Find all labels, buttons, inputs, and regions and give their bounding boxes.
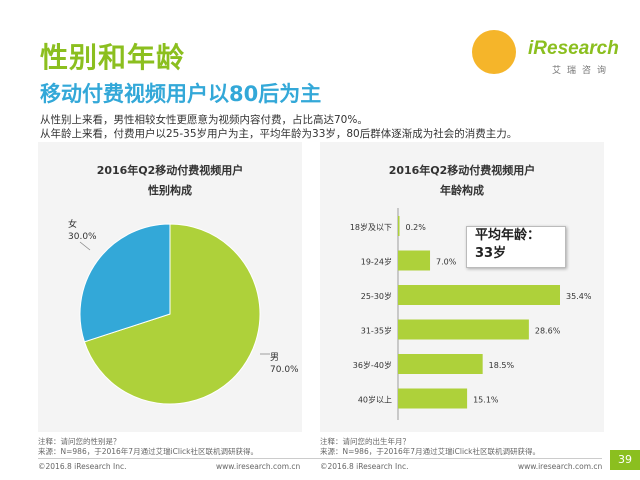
left-footnote-question: 注释：请问您的性别是？ bbox=[38, 437, 121, 446]
footer-copyright-left: ©2016.8 iResearch Inc. bbox=[38, 462, 127, 471]
age-chart-panel: 2016年Q2移动付费视频用户 年龄构成 18岁及以下 0.2% 19-24岁 7.0… bbox=[320, 142, 604, 432]
description-line-1: 从性别上来看，男性相较女性更愿意为视频内容付费，占比高达70%。 bbox=[40, 114, 368, 126]
logo-subtext: 艾瑞咨询 bbox=[552, 66, 613, 76]
pie-title-line-1: 2016年Q2移动付费视频用户 bbox=[96, 164, 244, 177]
bar-value-label: 28.6% bbox=[535, 327, 561, 336]
bar bbox=[398, 319, 529, 340]
right-footnote-source: 来源：N=986，于2016年7月通过艾瑞iClick社区联机调研获得。 bbox=[320, 447, 541, 456]
pie-label-name: 女 bbox=[68, 218, 77, 230]
average-age-value: 33岁 bbox=[475, 246, 507, 261]
description-line-2: 从年龄上来看，付费用户以25-35岁用户为主，平均年龄为33岁，80后群体逐渐成… bbox=[40, 128, 518, 140]
left-footnote-source: 来源：N=986，于2016年7月通过艾瑞iClick社区联机调研获得。 bbox=[38, 447, 259, 456]
right-footnote-question: 注释：请问您的出生年月？ bbox=[320, 437, 410, 446]
bar-value-label: 15.1% bbox=[473, 396, 499, 405]
gender-pie-chart: 男 70.0% 女 30.0% bbox=[68, 218, 299, 405]
bar-category-label: 18岁及以下 bbox=[350, 222, 392, 232]
bar-title-line-2: 年龄构成 bbox=[440, 184, 484, 197]
age-bar-chart: 18岁及以下 0.2% 19-24岁 7.0% 25-30岁 35.4% 31-35岁 28.… bbox=[350, 208, 592, 420]
pie-label-value: 70.0% bbox=[270, 365, 299, 375]
bar-category-label: 40岁以上 bbox=[358, 395, 392, 405]
footer-copyright-right: ©2016.8 iResearch Inc. bbox=[320, 462, 409, 471]
page-number: 39 bbox=[610, 450, 640, 470]
page-subtitle: 移动付费视频用户以80后为主 bbox=[40, 82, 322, 106]
bar bbox=[398, 216, 400, 236]
pie-label-name: 男 bbox=[270, 352, 279, 363]
bar-value-label: 35.4% bbox=[566, 292, 592, 301]
logo-brand: iResearch bbox=[528, 38, 619, 59]
footer-url-left: www.iresearch.com.cn bbox=[216, 462, 301, 471]
pie-slice-male bbox=[83, 223, 261, 405]
bar-value-label: 7.0% bbox=[436, 258, 457, 267]
footer-divider bbox=[38, 458, 602, 459]
average-age-callout: 平均年龄： 33岁 bbox=[466, 226, 566, 268]
page-title: 性别和年龄 bbox=[40, 41, 186, 74]
pie-title-line-2: 性别构成 bbox=[148, 184, 192, 197]
bar-title-line-1: 2016年Q2移动付费视频用户 bbox=[388, 164, 536, 177]
iresearch-logo-icon bbox=[472, 30, 516, 74]
bar bbox=[398, 285, 560, 305]
pie-leader-line bbox=[79, 241, 91, 251]
bar-value-label: 18.5% bbox=[489, 361, 515, 370]
bar-category-label: 19-24岁 bbox=[361, 257, 392, 267]
pie-label-value: 30.0% bbox=[68, 232, 97, 242]
bar-value-label: 0.2% bbox=[406, 223, 427, 232]
bar-category-label: 31-35岁 bbox=[361, 326, 392, 336]
bar-category-label: 25-30岁 bbox=[361, 291, 392, 301]
bar bbox=[398, 354, 483, 374]
footer-url-right: www.iresearch.com.cn bbox=[518, 462, 603, 471]
bar bbox=[398, 250, 431, 271]
bar-category-label: 36岁-40岁 bbox=[353, 360, 392, 370]
bar bbox=[398, 388, 468, 409]
pie-slice-female bbox=[79, 223, 171, 343]
gender-chart-panel: 2016年Q2移动付费视频用户 性别构成 男 70.0% 女 30.0% bbox=[38, 142, 302, 432]
average-age-label: 平均年龄： bbox=[475, 228, 541, 243]
